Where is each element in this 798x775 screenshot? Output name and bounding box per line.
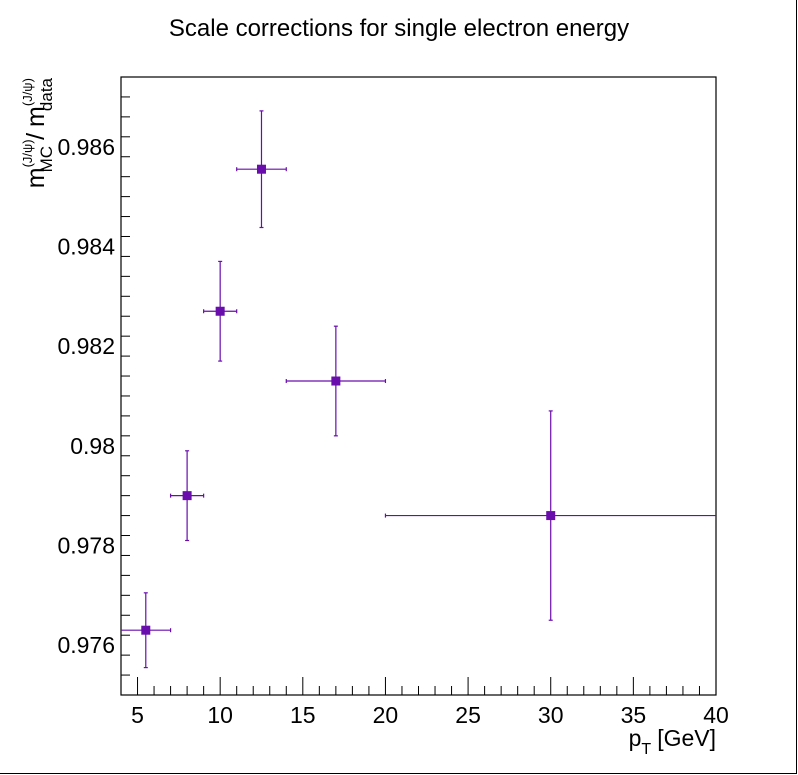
y-tick-label: 0.978 [57,532,115,558]
y-label-den-sup: (J/ψ) [20,78,35,106]
x-tick-label: 25 [455,702,481,728]
x-tick-label: 20 [373,702,399,728]
y-label-num-sub: MC [37,146,56,172]
square-marker [256,164,266,174]
x-axis-label-main: p [629,725,642,751]
data-point [203,260,238,362]
data-points [121,110,716,669]
y-label-den-sub: data [37,77,56,111]
y-tick-label: 0.986 [57,134,115,160]
square-marker [141,625,151,635]
data-point [384,410,716,621]
plot-frame [120,76,717,696]
x-tick-label: 15 [290,702,316,728]
x-tick-label: 35 [621,702,647,728]
x-tick-label: 10 [207,702,233,728]
data-point [121,592,172,669]
square-marker [215,306,225,316]
x-tick-label: 40 [703,702,729,728]
square-marker [546,511,556,521]
x-tick-label: 30 [538,702,564,728]
y-label-num-sup: (J/ψ) [20,139,35,167]
x-axis-label: pT [GeV] [629,725,716,758]
square-marker [331,376,341,386]
x-axis: 5 10 15 20 25 30 35 40 [120,677,729,728]
data-point [285,325,387,437]
y-label-num-base: m [22,167,50,188]
y-axis-label: m(J/ψ) MC/m(J/ψ) data [20,77,56,188]
x-axis-label-unit: [GeV] [657,725,716,751]
svg-text:m(J/ψ)MC/m(J/ψ)data: m(J/ψ) MC/m(J/ψ) data [20,77,56,188]
y-label-sep: / [22,133,50,140]
x-tick-label: 5 [131,702,144,728]
x-axis-label-sub: T [641,741,651,758]
square-marker [182,491,192,501]
data-point [236,110,287,229]
y-tick-label: 0.98 [70,433,115,459]
data-point [169,450,205,542]
y-tick-label: 0.982 [57,333,115,359]
y-tick-label: 0.976 [57,632,115,658]
y-axis: 0.976 0.978 0.98 0.982 0.984 0.986 [57,76,130,696]
y-label-den-base: m [22,106,50,127]
y-tick-label: 0.984 [57,233,115,259]
chart-title: Scale corrections for single electron en… [169,15,629,42]
